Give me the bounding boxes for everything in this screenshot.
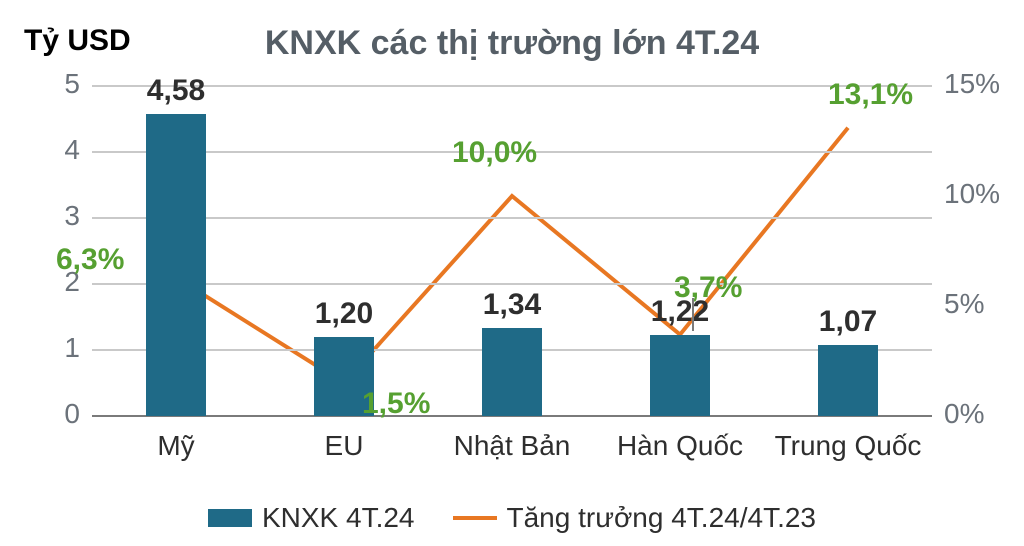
line-value-label: 1,5% xyxy=(362,387,430,421)
bar xyxy=(650,335,710,416)
y2-tick: 15% xyxy=(932,68,1022,100)
y1-tick: 3 xyxy=(12,200,92,232)
y2-tick: 10% xyxy=(932,178,1022,210)
plot-area: 0123450%5%10%15%4,58Mỹ1,20EU1,34Nhật Bản… xyxy=(92,86,932,416)
line-value-label: 13,1% xyxy=(828,78,913,112)
bar-value-label: 1,07 xyxy=(819,305,877,339)
gridline xyxy=(92,85,932,87)
x-category-label: Mỹ xyxy=(92,416,260,462)
legend-swatch-line xyxy=(453,516,497,520)
line-value-label: 10,0% xyxy=(452,136,537,170)
y1-tick: 4 xyxy=(12,134,92,166)
bar-value-label: 1,20 xyxy=(315,297,373,331)
bar-value-label: 1,34 xyxy=(483,288,541,322)
legend-swatch-bar xyxy=(208,509,252,527)
x-category-label: Trung Quốc xyxy=(764,416,932,462)
y1-tick: 0 xyxy=(12,398,92,430)
leader-line xyxy=(692,298,694,331)
legend-item-bars: KNXK 4T.24 xyxy=(208,502,415,534)
line-value-label: 3,7% xyxy=(674,271,742,305)
bar-value-label: 4,58 xyxy=(147,74,205,108)
bar xyxy=(146,114,206,416)
x-category-label: Nhật Bản xyxy=(428,416,596,462)
gridline xyxy=(92,217,932,219)
x-category-label: EU xyxy=(260,416,428,462)
legend-line-label: Tăng trưởng 4T.24/4T.23 xyxy=(507,502,817,534)
y1-tick: 1 xyxy=(12,332,92,364)
y2-tick: 0% xyxy=(932,398,1022,430)
bar xyxy=(818,345,878,416)
gridline xyxy=(92,283,932,285)
bar xyxy=(482,328,542,416)
title-row: Tỷ USD KNXK các thị trường lớn 4T.24 xyxy=(0,24,1024,74)
y2-tick: 5% xyxy=(932,288,1022,320)
export-markets-chart: Tỷ USD KNXK các thị trường lớn 4T.24 012… xyxy=(0,0,1024,546)
legend: KNXK 4T.24 Tăng trưởng 4T.24/4T.23 xyxy=(0,502,1024,534)
x-category-label: Hàn Quốc xyxy=(596,416,764,462)
legend-bar-label: KNXK 4T.24 xyxy=(262,502,415,534)
chart-title: KNXK các thị trường lớn 4T.24 xyxy=(0,24,1024,63)
line-value-label: 6,3% xyxy=(56,243,124,277)
y1-tick: 5 xyxy=(12,68,92,100)
legend-item-line: Tăng trưởng 4T.24/4T.23 xyxy=(453,502,817,534)
